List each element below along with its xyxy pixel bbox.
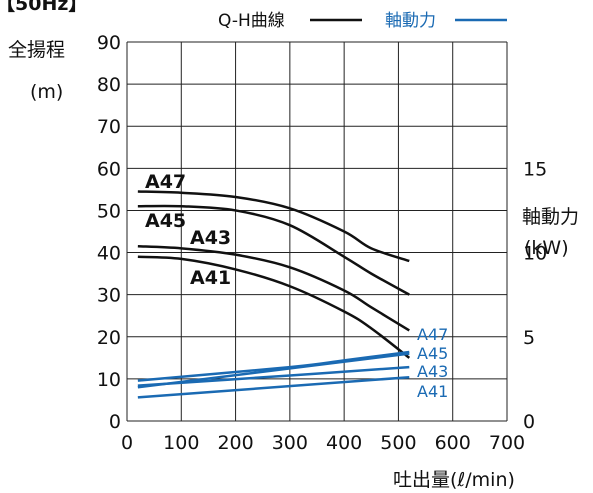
y-left-tick-50: 50 — [97, 200, 121, 222]
chart-title: 【50Hz】 — [0, 0, 87, 15]
x-tick-0: 0 — [121, 432, 133, 454]
y-left-tick-20: 20 — [97, 327, 121, 349]
legend-qh-label: Q-H曲線 — [218, 11, 285, 31]
qh-curve-a43 — [137, 244, 410, 332]
x-tick-500: 500 — [380, 432, 416, 454]
power-label-a43: A43 — [417, 362, 448, 381]
y-left-tick-0: 0 — [109, 411, 121, 433]
x-tick-600: 600 — [435, 432, 471, 454]
qh-label-a45: A45 — [145, 210, 186, 232]
legend: Q-H曲線 軸動力 — [218, 11, 507, 31]
y-right-tick-labels: 0 5 10 15 — [523, 158, 547, 433]
y-left-tick-80: 80 — [97, 74, 121, 96]
y-left-tick-labels: 0 10 20 30 40 50 60 70 80 90 — [97, 32, 121, 433]
qh-curve-a45 — [137, 204, 410, 296]
power-curve-a43 — [137, 365, 410, 387]
legend-power-label: 軸動力 — [385, 11, 436, 31]
x-tick-400: 400 — [326, 432, 362, 454]
y-left-label-1: 全揚程 — [8, 39, 65, 61]
qh-label-a41: A41 — [190, 267, 231, 289]
y-left-tick-70: 70 — [97, 116, 121, 138]
qh-curve-labels: A47 A45 A43 A41 — [145, 171, 231, 289]
y-left-label-2: (m) — [30, 81, 63, 103]
y-left-tick-90: 90 — [97, 32, 121, 54]
power-curve-labels: A47 A45 A43 A41 — [417, 325, 448, 401]
power-label-a45: A45 — [417, 344, 448, 363]
y-right-label-2: (kW) — [524, 237, 569, 259]
y-right-tick-15: 15 — [523, 158, 547, 180]
y-left-tick-10: 10 — [97, 369, 121, 391]
qh-curve-a41 — [137, 255, 411, 359]
x-tick-200: 200 — [217, 432, 253, 454]
y-left-tick-40: 40 — [97, 243, 121, 265]
y-right-tick-5: 5 — [523, 327, 535, 349]
qh-curve-a47 — [137, 190, 410, 263]
grid — [126, 41, 508, 422]
power-label-a47: A47 — [417, 325, 448, 344]
x-tick-100: 100 — [163, 432, 199, 454]
x-tick-700: 700 — [489, 432, 525, 454]
x-tick-300: 300 — [272, 432, 308, 454]
power-label-a41: A41 — [417, 382, 448, 401]
qh-label-a47: A47 — [145, 171, 186, 193]
x-tick-labels: 0 100 200 300 400 500 600 700 — [121, 432, 525, 454]
y-right-tick-10: 10 — [523, 243, 547, 265]
x-axis-label: 吐出量(ℓ/min) — [393, 469, 515, 491]
power-curves — [137, 350, 410, 399]
power-curve-a45 — [137, 350, 410, 382]
y-left-tick-60: 60 — [97, 158, 121, 180]
y-right-tick-0: 0 — [523, 411, 535, 433]
qh-label-a43: A43 — [190, 227, 231, 249]
qh-curves — [137, 190, 411, 359]
y-left-tick-30: 30 — [97, 285, 121, 307]
y-right-label-1: 軸動力 — [522, 206, 579, 228]
power-curve-a41 — [137, 375, 410, 399]
